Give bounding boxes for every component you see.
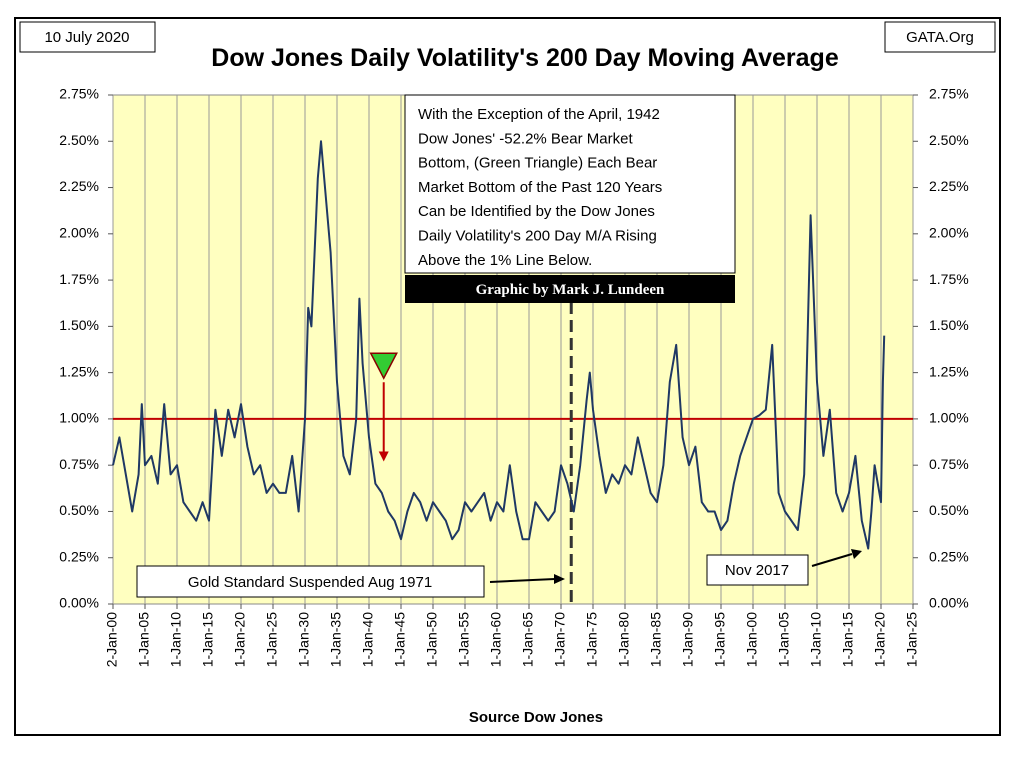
x-tick-label: 1-Jan-05	[776, 612, 792, 667]
note-line: Market Bottom of the Past 120 Years	[418, 179, 662, 196]
x-tick-label: 1-Jan-15	[840, 612, 856, 667]
note-line: Dow Jones' -52.2% Bear Market	[418, 130, 633, 147]
credit-band	[405, 275, 735, 303]
nov-arrowhead	[851, 549, 862, 559]
x-tick-label: 1-Jan-95	[712, 612, 728, 667]
y2-tick-label: 1.25%	[929, 363, 969, 379]
gold-arrowhead	[554, 574, 565, 584]
x-tick-label: 1-Jan-35	[328, 612, 344, 667]
gold-box	[136, 565, 485, 598]
x-tick-label: 1-Jan-50	[424, 612, 440, 667]
x-tick-label: 1-Jan-30	[296, 612, 312, 667]
x-tick-label: 1-Jan-15	[200, 612, 216, 667]
source-box	[884, 21, 996, 53]
x-tick-label: 1-Jan-70	[552, 612, 568, 667]
y-tick-label: 2.75%	[59, 86, 99, 102]
x-tick-label: 1-Jan-80	[616, 612, 632, 667]
x-tick-label: 1-Jan-75	[584, 612, 600, 667]
y-tick-label: 0.75%	[59, 456, 99, 472]
x-tick-label: 1-Jan-05	[136, 612, 152, 667]
triangle-arrowhead	[378, 451, 389, 462]
date-box	[19, 21, 156, 53]
y2-tick-label: 0.00%	[929, 595, 969, 611]
x-tick-label: 1-Jan-25	[264, 612, 280, 667]
note-line: Above the 1% Line Below.	[418, 252, 592, 269]
x-tick-label: 1-Jan-60	[488, 612, 504, 667]
triangle-marker	[369, 352, 398, 380]
x-tick-label: 1-Jan-40	[360, 612, 376, 667]
y-tick-label: 0.50%	[59, 502, 99, 518]
gold-note: Gold Standard Suspended Aug 1971	[188, 574, 432, 591]
y-tick-label: 2.25%	[59, 178, 99, 194]
y-tick-label: 1.00%	[59, 410, 99, 426]
x-tick-label: 1-Jan-65	[520, 612, 536, 667]
x-axis-label: Source Dow Jones	[469, 709, 603, 726]
x-tick-label: 2-Jan-00	[104, 612, 120, 667]
x-tick-label: 1-Jan-20	[872, 612, 888, 667]
source-label: GATA.Org	[906, 29, 974, 46]
x-tick-label: 1-Jan-85	[648, 612, 664, 667]
nov-box	[706, 554, 809, 586]
note-line: Can be Identified by the Dow Jones	[418, 203, 655, 220]
note-line: Bottom, (Green Triangle) Each Bear	[418, 155, 657, 172]
y-tick-label: 0.25%	[59, 548, 99, 564]
y-tick-label: 2.00%	[59, 225, 99, 241]
y-tick-label: 1.50%	[59, 317, 99, 333]
x-tick-label: 1-Jan-20	[232, 612, 248, 667]
x-tick-label: 1-Jan-25	[904, 612, 920, 667]
y2-tick-label: 2.75%	[929, 86, 969, 102]
y2-tick-label: 2.25%	[929, 178, 969, 194]
y-tick-label: 0.00%	[59, 595, 99, 611]
note-line: With the Exception of the April, 1942	[418, 106, 660, 123]
credit: Graphic by Mark J. Lundeen	[476, 282, 665, 298]
gold-arrow	[489, 578, 556, 583]
y2-tick-label: 0.25%	[929, 548, 969, 564]
y-tick-label: 1.25%	[59, 363, 99, 379]
nov-note: Nov 2017	[725, 562, 789, 579]
y2-tick-label: 1.75%	[929, 271, 969, 287]
y2-tick-label: 1.50%	[929, 317, 969, 333]
x-tick-label: 1-Jan-10	[808, 612, 824, 667]
date-label: 10 July 2020	[44, 29, 129, 46]
y-tick-label: 1.75%	[59, 271, 99, 287]
x-tick-label: 1-Jan-10	[168, 612, 184, 667]
note-line: Daily Volatility's 200 Day M/A Rising	[418, 228, 657, 245]
x-tick-label: 1-Jan-00	[744, 612, 760, 667]
y2-tick-label: 0.75%	[929, 456, 969, 472]
nov-arrow	[811, 553, 853, 567]
volatility-line	[112, 140, 886, 550]
x-tick-label: 1-Jan-90	[680, 612, 696, 667]
y2-tick-label: 0.50%	[929, 502, 969, 518]
chart-title: Dow Jones Daily Volatility's 200 Day Mov…	[211, 44, 839, 72]
y2-tick-label: 2.50%	[929, 132, 969, 148]
note-box	[404, 94, 736, 274]
x-tick-label: 1-Jan-45	[392, 612, 408, 667]
y2-tick-label: 1.00%	[929, 410, 969, 426]
x-tick-label: 1-Jan-55	[456, 612, 472, 667]
y-tick-label: 2.50%	[59, 132, 99, 148]
y2-tick-label: 2.00%	[929, 225, 969, 241]
